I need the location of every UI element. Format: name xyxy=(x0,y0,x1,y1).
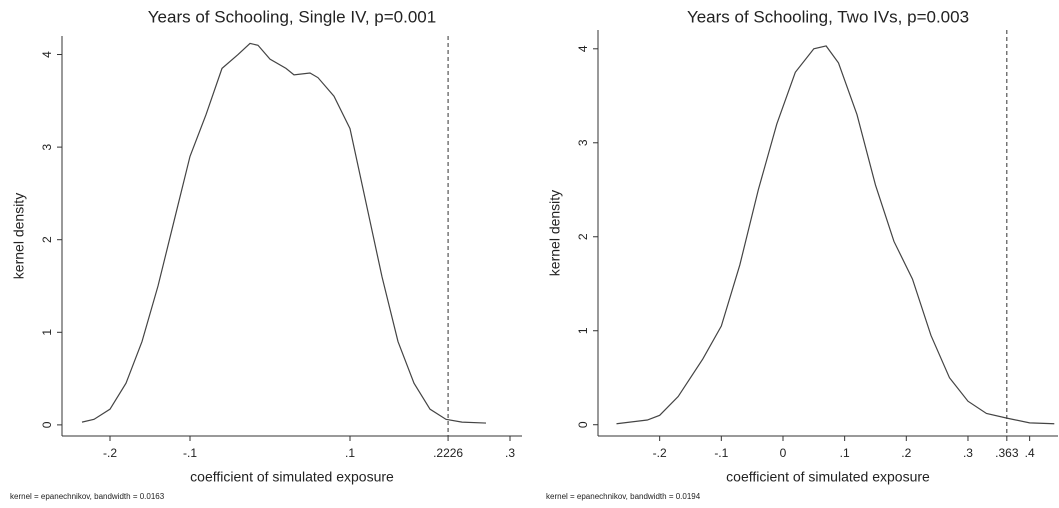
y-tick-label: 2 xyxy=(40,236,54,243)
x-tick-label: .3 xyxy=(963,446,973,460)
x-axis-title: coefficient of simulated exposure xyxy=(190,469,394,485)
y-tick-label: 3 xyxy=(40,143,54,150)
x-tick-label: .2 xyxy=(901,446,911,460)
footnote: kernel = epanechnikov, bandwidth = 0.016… xyxy=(10,492,165,501)
y-axis-title: kernel density xyxy=(547,190,563,276)
density-line xyxy=(81,42,487,424)
x-tick-label: .3 xyxy=(505,446,515,460)
y-tick-label: 0 xyxy=(576,421,590,428)
y-tick-label: 0 xyxy=(40,421,54,428)
y-tick-label: 4 xyxy=(40,51,54,58)
y-tick-label: 3 xyxy=(576,139,590,146)
y-tick-label: 1 xyxy=(576,327,590,334)
chart-title: Years of Schooling, Two IVs, p=0.003 xyxy=(687,7,969,26)
y-tick-label: 4 xyxy=(576,45,590,52)
y-axis-title: kernel density xyxy=(11,193,27,279)
density-line xyxy=(616,45,1055,425)
x-tick-label: .4 xyxy=(1025,446,1035,460)
x-tick-label: .363 xyxy=(995,446,1019,460)
x-tick-label: -.2 xyxy=(653,446,667,460)
y-tick-label: 2 xyxy=(576,233,590,240)
x-tick-label: 0 xyxy=(780,446,787,460)
footnote: kernel = epanechnikov, bandwidth = 0.019… xyxy=(546,492,701,501)
x-axis-title: coefficient of simulated exposure xyxy=(726,469,930,485)
y-tick-label: 1 xyxy=(40,329,54,336)
x-tick-label: -.1 xyxy=(714,446,728,460)
x-tick-label: .2226 xyxy=(433,446,463,460)
x-tick-label: -.1 xyxy=(183,446,197,460)
chart-title: Years of Schooling, Single IV, p=0.001 xyxy=(148,7,436,26)
x-tick-label: -.2 xyxy=(103,446,117,460)
x-tick-label: .1 xyxy=(345,446,355,460)
x-tick-label: .1 xyxy=(840,446,850,460)
